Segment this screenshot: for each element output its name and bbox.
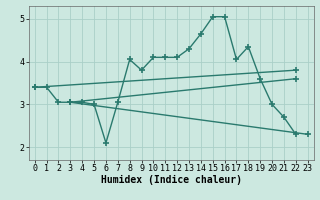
X-axis label: Humidex (Indice chaleur): Humidex (Indice chaleur)	[101, 175, 242, 185]
